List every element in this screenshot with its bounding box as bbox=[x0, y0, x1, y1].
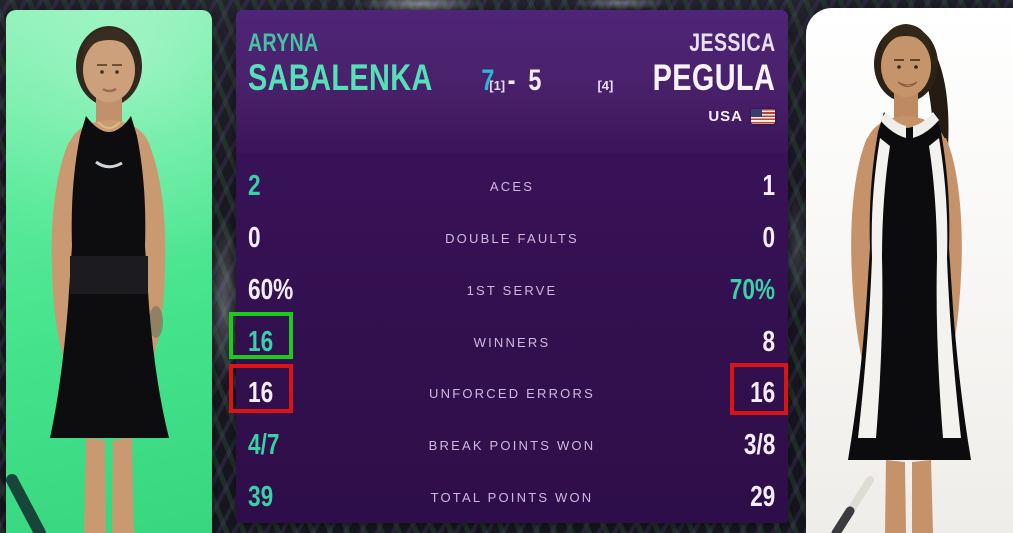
stat-label: 1ST SERVE bbox=[466, 282, 558, 298]
stat-value-right: 70% bbox=[729, 273, 775, 306]
stat-value-left: 39 bbox=[248, 480, 274, 513]
highlight-box-unforced-errors-right bbox=[730, 363, 788, 415]
seed-right: [4] bbox=[597, 78, 614, 93]
stat-value-right: 16 bbox=[749, 377, 775, 410]
stat-label: DOUBLE FAULTS bbox=[445, 231, 579, 247]
stat-label: WINNERS bbox=[473, 334, 551, 350]
stat-row-double-faults: 0 DOUBLE FAULTS 0 bbox=[236, 213, 788, 265]
last-name-right: PEGULA bbox=[652, 57, 775, 98]
stat-value-right: 1 bbox=[762, 170, 775, 203]
stat-label: UNFORCED ERRORS bbox=[429, 386, 595, 402]
country-row: USA bbox=[597, 109, 775, 124]
last-name-left: SABALENKA bbox=[248, 57, 433, 98]
stat-value-left: 60% bbox=[248, 273, 294, 306]
stat-label: ACES bbox=[489, 179, 535, 195]
stat-value-left: 0 bbox=[248, 222, 261, 255]
stat-row-first-serve: 60% 1ST SERVE 70% bbox=[236, 264, 788, 316]
player-name-left: ARYNA SABALENKA [1] bbox=[248, 29, 506, 98]
stats-table: 2 ACES 1 0 DOUBLE FAULTS 0 60% 1ST SERVE… bbox=[236, 153, 788, 523]
set-score-separator: - bbox=[507, 64, 517, 97]
player-photo-pegula bbox=[806, 8, 1013, 533]
stat-row-aces: 2 ACES 1 bbox=[236, 161, 788, 213]
stats-panel: ARYNA SABALENKA [1] 7 - 5 JESSICA [4] PE… bbox=[236, 10, 788, 523]
stat-row-unforced-errors: 16 UNFORCED ERRORS 16 bbox=[236, 368, 788, 420]
scoreboard-header: ARYNA SABALENKA [1] 7 - 5 JESSICA [4] PE… bbox=[236, 10, 788, 153]
stat-value-right: 8 bbox=[762, 325, 775, 358]
player-photo-sabalenka bbox=[6, 10, 212, 533]
seed-left: [1] bbox=[489, 78, 506, 93]
sabalenka-figure bbox=[6, 26, 169, 533]
country-label: USA bbox=[708, 108, 743, 125]
stat-value-left: 2 bbox=[248, 170, 261, 203]
stat-row-total-points-won: 39 TOTAL POINTS WON 29 bbox=[236, 471, 788, 523]
set-score-left: 7 bbox=[481, 64, 496, 97]
stat-row-break-points-won: 4/7 BREAK POINTS WON 3/8 bbox=[236, 420, 788, 472]
player-name-right: JESSICA [4] PEGULA USA bbox=[597, 31, 775, 124]
first-name-left: ARYNA bbox=[248, 29, 319, 57]
highlight-box-winners-left bbox=[229, 312, 293, 359]
usa-flag-icon bbox=[751, 109, 775, 124]
set-score-right: 5 bbox=[528, 64, 543, 97]
highlight-box-unforced-errors-left bbox=[229, 364, 293, 413]
flag-canton bbox=[751, 109, 762, 117]
stat-value-right: 3/8 bbox=[743, 428, 775, 461]
set-score: 7 - 5 bbox=[479, 64, 544, 98]
stat-value-left: 16 bbox=[248, 377, 274, 410]
stat-value-right: 0 bbox=[762, 222, 775, 255]
pegula-figure bbox=[831, 24, 971, 533]
stat-value-left: 4/7 bbox=[248, 428, 280, 461]
stat-label: TOTAL POINTS WON bbox=[430, 489, 594, 505]
stat-row-winners: 16 WINNERS 8 bbox=[236, 316, 788, 368]
stat-label: BREAK POINTS WON bbox=[428, 437, 596, 453]
stat-value-right: 29 bbox=[749, 480, 775, 513]
first-name-right: JESSICA bbox=[688, 29, 775, 57]
stat-value-left: 16 bbox=[248, 325, 274, 358]
